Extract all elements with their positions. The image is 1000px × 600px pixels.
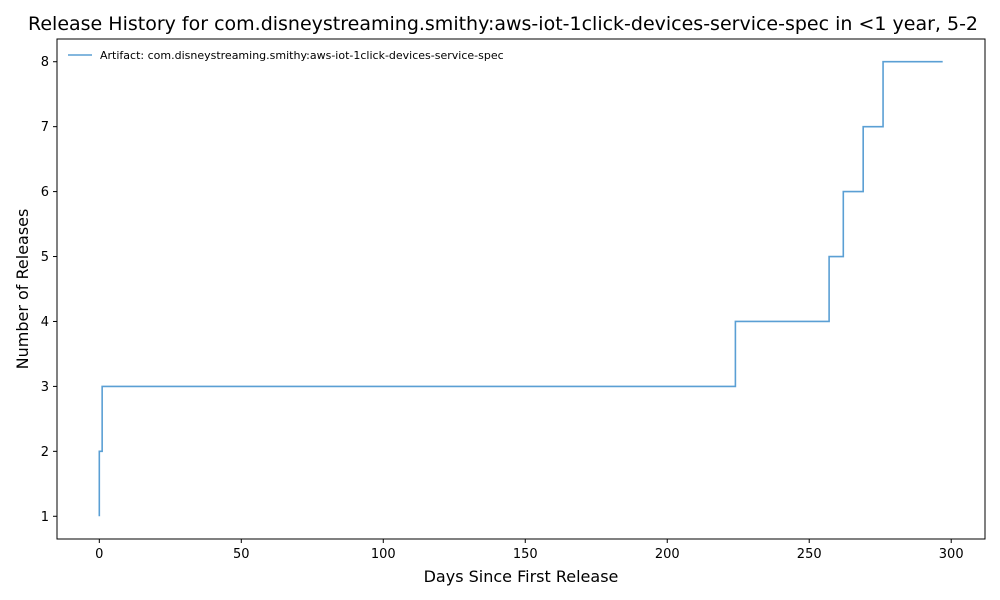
x-tick-label: 300: [939, 547, 964, 562]
x-tick-label: 100: [371, 547, 396, 562]
x-tick-label: 250: [797, 547, 822, 562]
legend-label: Artifact: com.disneystreaming.smithy:aws…: [100, 49, 504, 62]
x-tick-label: 200: [655, 547, 680, 562]
x-axis-label: Days Since First Release: [424, 567, 619, 586]
legend: Artifact: com.disneystreaming.smithy:aws…: [68, 49, 504, 62]
y-tick-label: 5: [41, 250, 49, 265]
plot-area: [98, 60, 943, 517]
x-axis-ticks: 0 50 100 150 200 250 300: [95, 539, 964, 562]
x-tick-label: 0: [95, 547, 103, 562]
y-tick-label: 6: [41, 185, 49, 200]
chart-title: Release History for com.disneystreaming.…: [28, 13, 978, 35]
y-axis-label: Number of Releases: [13, 209, 32, 370]
y-tick-label: 1: [41, 510, 49, 525]
y-tick-label: 8: [41, 55, 49, 70]
release-step-line: [98, 60, 943, 517]
x-tick-label: 150: [513, 547, 538, 562]
plot-frame: [56, 38, 986, 540]
y-tick-label: 7: [41, 120, 49, 135]
x-tick-label: 50: [233, 547, 250, 562]
y-tick-label: 2: [41, 445, 49, 460]
y-tick-label: 3: [41, 380, 49, 395]
y-tick-label: 4: [41, 315, 49, 330]
y-axis-ticks: 1 2 3 4 5 6 7 8: [41, 55, 57, 525]
